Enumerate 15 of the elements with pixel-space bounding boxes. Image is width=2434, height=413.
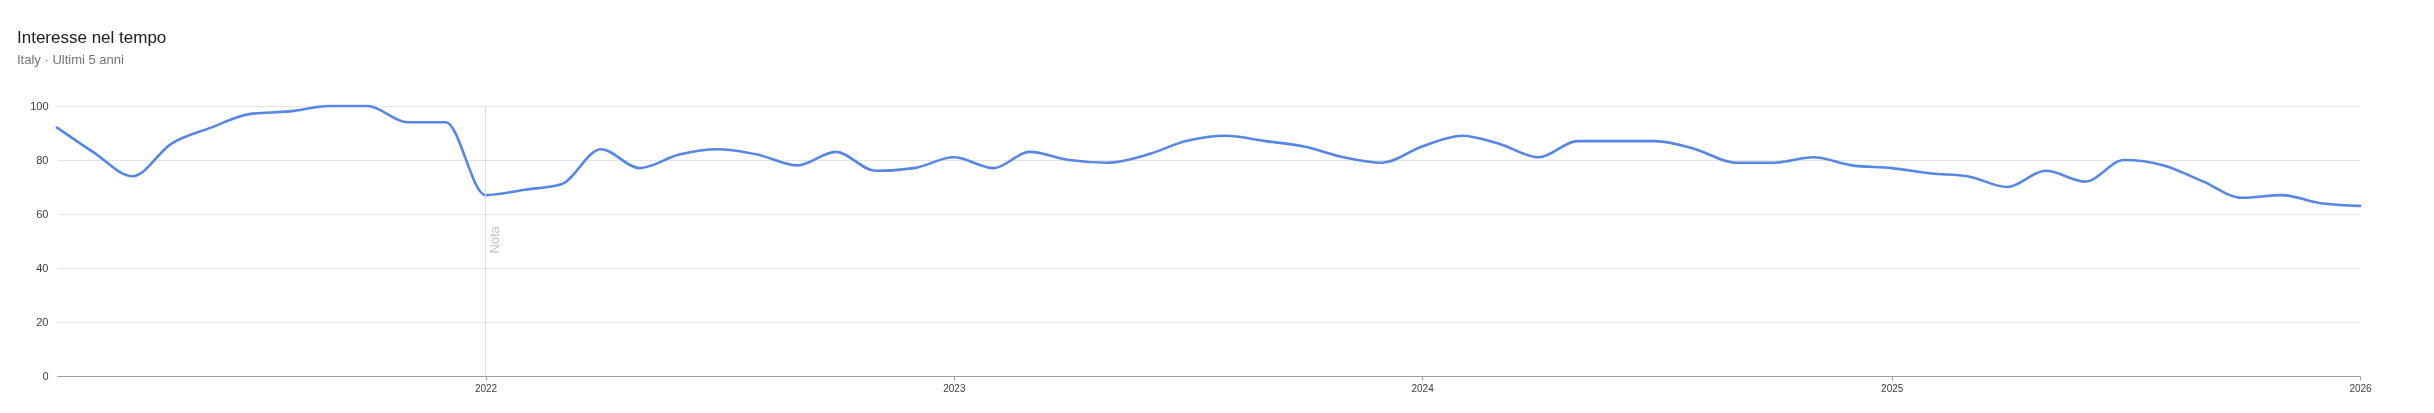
chart-title: Interesse nel tempo xyxy=(17,28,167,47)
y-tick-label: 100 xyxy=(30,99,49,112)
x-tick-label: 2024 xyxy=(1411,382,1435,394)
y-tick-label: 0 xyxy=(42,369,49,382)
y-tick-label: 40 xyxy=(36,261,49,274)
x-tick-label: 2026 xyxy=(2349,382,2373,394)
line-series xyxy=(55,104,2362,208)
y-tick-label: 20 xyxy=(36,315,49,328)
x-tick-label: 2025 xyxy=(1881,382,1904,394)
x-tick-label: 2023 xyxy=(943,382,966,394)
x-tick-label: 2022 xyxy=(474,382,498,394)
ref-line-label: Nota xyxy=(486,225,502,254)
y-tick-label: 80 xyxy=(36,153,49,166)
y-tick-label: 60 xyxy=(36,207,49,220)
chart-subtitle: Italy · Ultimi 5 anni xyxy=(17,52,125,67)
